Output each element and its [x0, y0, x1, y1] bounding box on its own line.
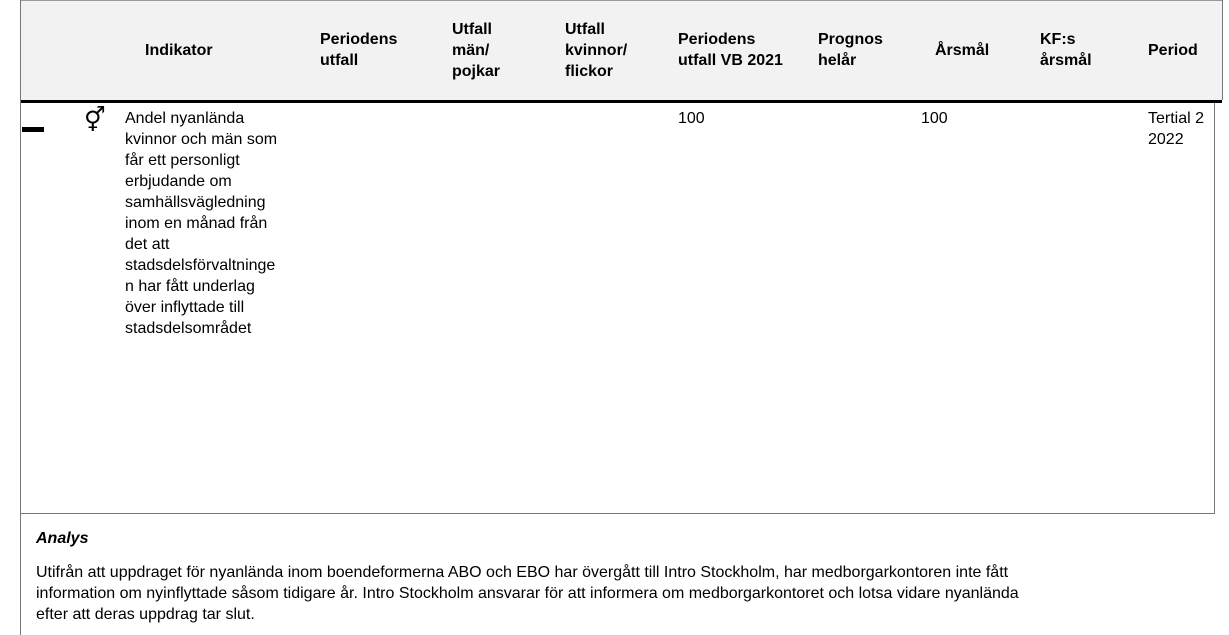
right-border [1214, 103, 1215, 513]
header-cell: Prognos helår [818, 0, 898, 100]
left-border [20, 0, 21, 635]
analysis-text: Utifrån att uppdraget för nyanlända inom… [36, 564, 1019, 623]
header-text: Årsmål [935, 41, 990, 59]
period-cell: Tertial 2 2022 [1148, 110, 1205, 148]
header-text: Indikator [145, 41, 213, 59]
header-text: Periodens utfall VB 2021 [678, 31, 783, 69]
header-cell: Utfall kvinnor/ flickor [565, 0, 655, 100]
header-cell: KF:s årsmål [1040, 0, 1110, 100]
header-text: Utfall män/ pojkar [452, 20, 501, 80]
header-text: Periodens utfall [320, 31, 398, 69]
row-rule [20, 513, 1215, 514]
header-cell: Indikator [145, 0, 295, 100]
value-cell: 100 [921, 110, 948, 127]
analysis-title: Analys [36, 530, 89, 547]
value-cell: 100 [678, 110, 705, 127]
header-text: Period [1148, 41, 1198, 59]
header-cell: Utfall män/ pojkar [452, 0, 522, 100]
header-cell: Årsmål [935, 0, 1015, 100]
gender-icon: ⚥ [84, 107, 106, 134]
right-edge [1222, 0, 1223, 100]
header-text: Utfall kvinnor/ flickor [565, 20, 628, 80]
indicator-text: Andel nyanlända kvinnor och män som får … [125, 110, 278, 337]
header-rule [20, 100, 1222, 103]
collapse-icon[interactable] [22, 127, 44, 132]
header-cell: Periodens utfall [320, 0, 430, 100]
header-background [20, 0, 1222, 101]
header-cell: Period [1148, 0, 1208, 100]
header-cell: Periodens utfall VB 2021 [678, 0, 788, 100]
header-text: KF:s årsmål [1040, 31, 1092, 69]
header-text: Prognos helår [818, 31, 883, 69]
